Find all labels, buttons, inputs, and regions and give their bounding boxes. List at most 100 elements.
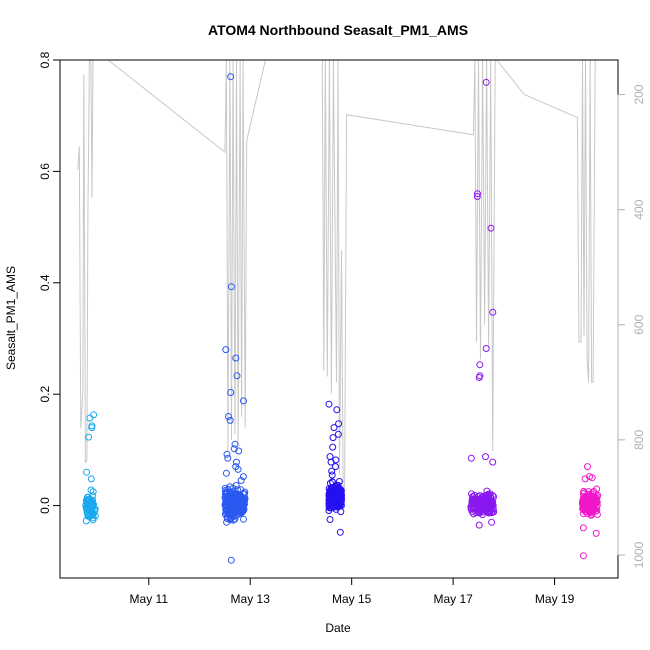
data-point (475, 374, 483, 381)
data-point (484, 495, 492, 503)
data-point (473, 501, 481, 509)
data-point (327, 458, 335, 466)
data-point (473, 193, 481, 200)
y-axis-label: Seasalt_PM1_AMS (4, 266, 18, 370)
data-point (239, 473, 247, 481)
data-point (234, 465, 242, 473)
data-point (593, 493, 601, 501)
y-tick-label: 0.8 (38, 51, 52, 68)
data-point (87, 486, 95, 494)
x-axis: May 11 May 13 May 15 May 17 May 19 (130, 577, 575, 606)
data-point (586, 503, 594, 511)
data-point (235, 447, 243, 455)
data-point (83, 468, 91, 476)
data-point (90, 411, 98, 419)
data-point (235, 500, 242, 507)
y-tick-label: 0.2 (38, 386, 52, 403)
data-point (227, 556, 235, 564)
data-point (85, 433, 93, 441)
x-tick-label: May 17 (433, 592, 473, 606)
x-tick-label: May 19 (535, 592, 575, 606)
data-point (482, 78, 490, 86)
data-point (89, 516, 97, 524)
data-point (474, 190, 481, 198)
data-point (483, 487, 491, 495)
data-point (231, 440, 239, 448)
data-point (325, 504, 333, 511)
y-tick-label: 0.0 (38, 497, 52, 514)
data-point (334, 488, 342, 496)
data-point (467, 454, 475, 462)
data-point (325, 496, 333, 504)
data-point (225, 413, 232, 420)
data-point (233, 372, 241, 380)
data-point (234, 495, 242, 502)
y-right-axis: 200 400 600 800 1000 (617, 84, 646, 568)
x-tick-label: May 13 (231, 592, 271, 606)
data-point (328, 467, 336, 475)
y-tick-label: 0.4 (38, 274, 52, 291)
data-point (579, 552, 587, 560)
data-point (240, 515, 247, 523)
data-point (87, 475, 95, 483)
data-point (223, 450, 231, 458)
data-point (226, 416, 234, 424)
data-point (223, 518, 231, 526)
data-point (227, 283, 235, 291)
data-point (329, 443, 337, 451)
data-point (86, 506, 94, 514)
data-point (481, 507, 489, 515)
data-point (581, 475, 589, 483)
data-point (479, 503, 487, 511)
data-point (335, 491, 343, 499)
y-right-tick-label: 800 (632, 430, 646, 450)
data-point (84, 499, 92, 507)
data-point (335, 420, 343, 428)
data-point (222, 346, 230, 354)
data-point (228, 502, 235, 510)
data-point (476, 361, 484, 369)
data-point (82, 500, 90, 508)
x-tick-label: May 15 (332, 592, 372, 606)
y-right-tick-label: 600 (632, 314, 646, 334)
data-point (227, 73, 235, 81)
data-point (589, 489, 597, 497)
pressure-line-layer (77, 60, 596, 492)
data-point (227, 389, 235, 396)
data-point (326, 516, 334, 523)
y-axis: 0.0 0.2 0.4 0.6 0.8 (38, 51, 61, 514)
data-point (333, 481, 341, 489)
data-point (86, 414, 94, 422)
data-point (82, 517, 90, 525)
data-point (91, 512, 99, 520)
data-point (487, 224, 495, 232)
data-points-layer (82, 73, 602, 564)
data-point (240, 490, 248, 498)
data-point (489, 458, 497, 466)
data-point (333, 406, 341, 414)
data-point (592, 529, 600, 537)
data-point (237, 509, 245, 517)
data-point (222, 488, 230, 496)
data-point (227, 490, 235, 498)
data-point (222, 469, 230, 477)
data-point (330, 503, 338, 511)
y-right-tick-label: 400 (632, 199, 646, 219)
y-right-tick-label: 1000 (632, 541, 646, 568)
data-point (89, 501, 96, 508)
data-point (471, 496, 479, 504)
data-point (584, 497, 592, 505)
data-point (326, 479, 334, 487)
data-point (334, 430, 342, 438)
y-right-tick-label: 200 (632, 84, 646, 104)
data-point (329, 434, 337, 442)
data-point (223, 503, 231, 511)
data-point (469, 493, 477, 501)
data-point (488, 518, 496, 526)
data-point (482, 345, 490, 352)
data-point (469, 503, 477, 511)
data-point (580, 489, 588, 497)
data-point (89, 514, 97, 522)
data-point (232, 354, 240, 362)
